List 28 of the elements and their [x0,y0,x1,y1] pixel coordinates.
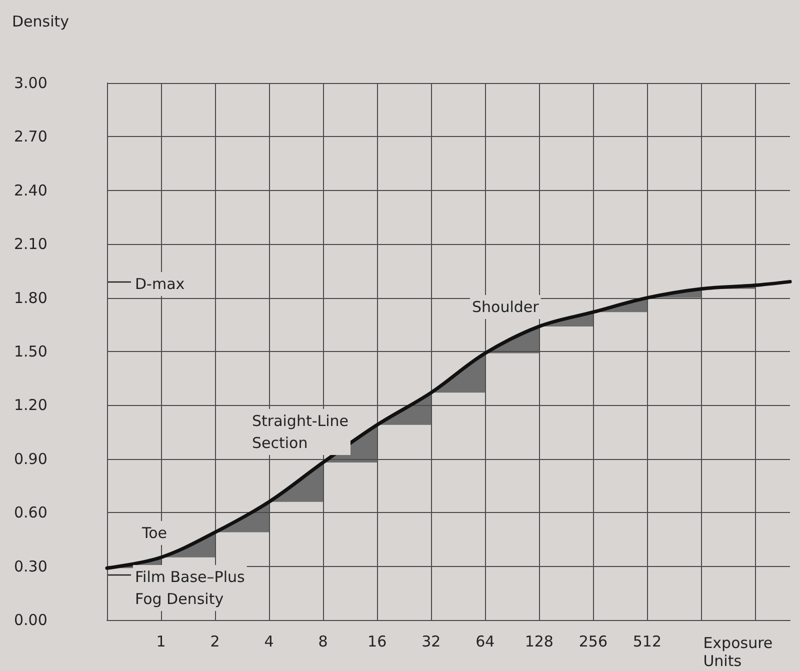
y-tick-label: 0.60 [14,504,48,522]
x-tick-label: 4 [264,632,274,650]
annotation: Straight-Line Section [252,412,349,452]
annotation: Toe [141,524,168,542]
y-tick-label: 1.80 [14,288,48,307]
x-tick-label: 256 [578,632,608,650]
x-tick-label: 2 [210,632,220,650]
x-tick-label: 8 [318,632,328,650]
x-tick-label: 64 [476,632,495,650]
x-tick-label: 512 [632,632,662,650]
y-tick-label: 1.20 [14,396,48,414]
y-axis-title: Density [12,12,70,30]
y-tick-label: 0.90 [14,450,48,468]
annotation: D-max [135,275,185,293]
y-tick-label: 0.30 [14,557,48,576]
y-tick-label: 3.00 [14,74,48,92]
y-tick-label: 2.70 [14,128,48,146]
y-tick-label: 1.50 [14,342,48,360]
annotation: Shoulder [472,298,540,316]
x-tick-label: 1 [156,632,166,650]
annotation: Film Base–Plus Fog Density [135,568,245,608]
y-tick-label: 0.00 [14,611,48,629]
y-tick-label: 2.40 [14,181,48,200]
x-axis-title: Exposure Units [703,634,773,670]
x-tick-label: 16 [368,632,387,650]
x-tick-label: 128 [524,632,554,650]
y-tick-label: 2.10 [14,235,48,254]
x-tick-label: 32 [422,632,441,650]
